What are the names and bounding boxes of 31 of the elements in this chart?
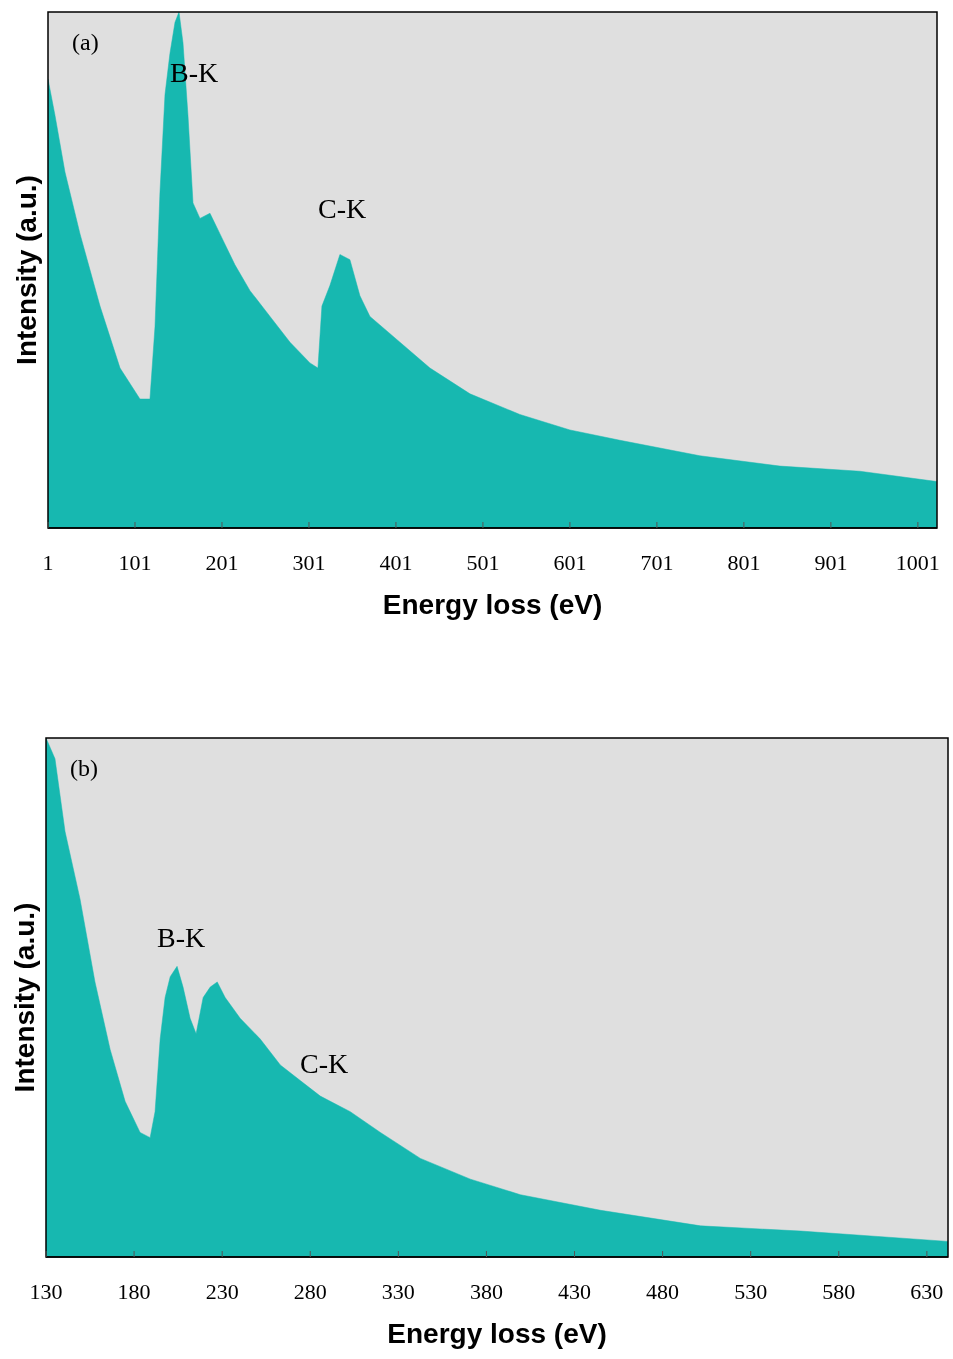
x-tick-label: 380 (469, 1279, 503, 1304)
x-tick-label: 501 (466, 550, 500, 575)
x-tick-label: 901 (814, 550, 848, 575)
x-axis-title: Energy loss (eV) (382, 589, 603, 620)
x-tick-label: 530 (734, 1279, 768, 1304)
x-tick-label: 1 (42, 550, 54, 575)
x-tick-label: 701 (640, 550, 674, 575)
x-tick-label: 280 (293, 1279, 327, 1304)
x-tick-label: 101 (118, 550, 152, 575)
x-tick-label: 401 (379, 550, 413, 575)
x-tick-label: 1001 (895, 550, 940, 575)
x-tick-label: 480 (646, 1279, 680, 1304)
x-tick-label: 601 (553, 550, 587, 575)
annotation: C-K (318, 193, 367, 224)
x-tick-label: 801 (727, 550, 761, 575)
x-tick-label: 230 (205, 1279, 239, 1304)
annotation: C-K (300, 1048, 349, 1079)
x-axis-title: Energy loss (eV) (387, 1318, 607, 1349)
x-tick-label: 630 (910, 1279, 944, 1304)
x-tick-label: 130 (29, 1279, 63, 1304)
x-tick-label: 580 (822, 1279, 856, 1304)
x-tick-label: 430 (558, 1279, 592, 1304)
y-axis-title: Intensity (a.u.) (11, 175, 42, 365)
x-tick-label: 180 (117, 1279, 151, 1304)
x-tick-label: 330 (381, 1279, 415, 1304)
text: (b) (70, 755, 98, 781)
text: (a) (72, 29, 99, 55)
x-tick-label: 301 (292, 550, 326, 575)
annotation: B-K (157, 922, 206, 953)
y-axis-title: Intensity (a.u.) (9, 902, 40, 1093)
x-tick-label: 201 (205, 550, 239, 575)
